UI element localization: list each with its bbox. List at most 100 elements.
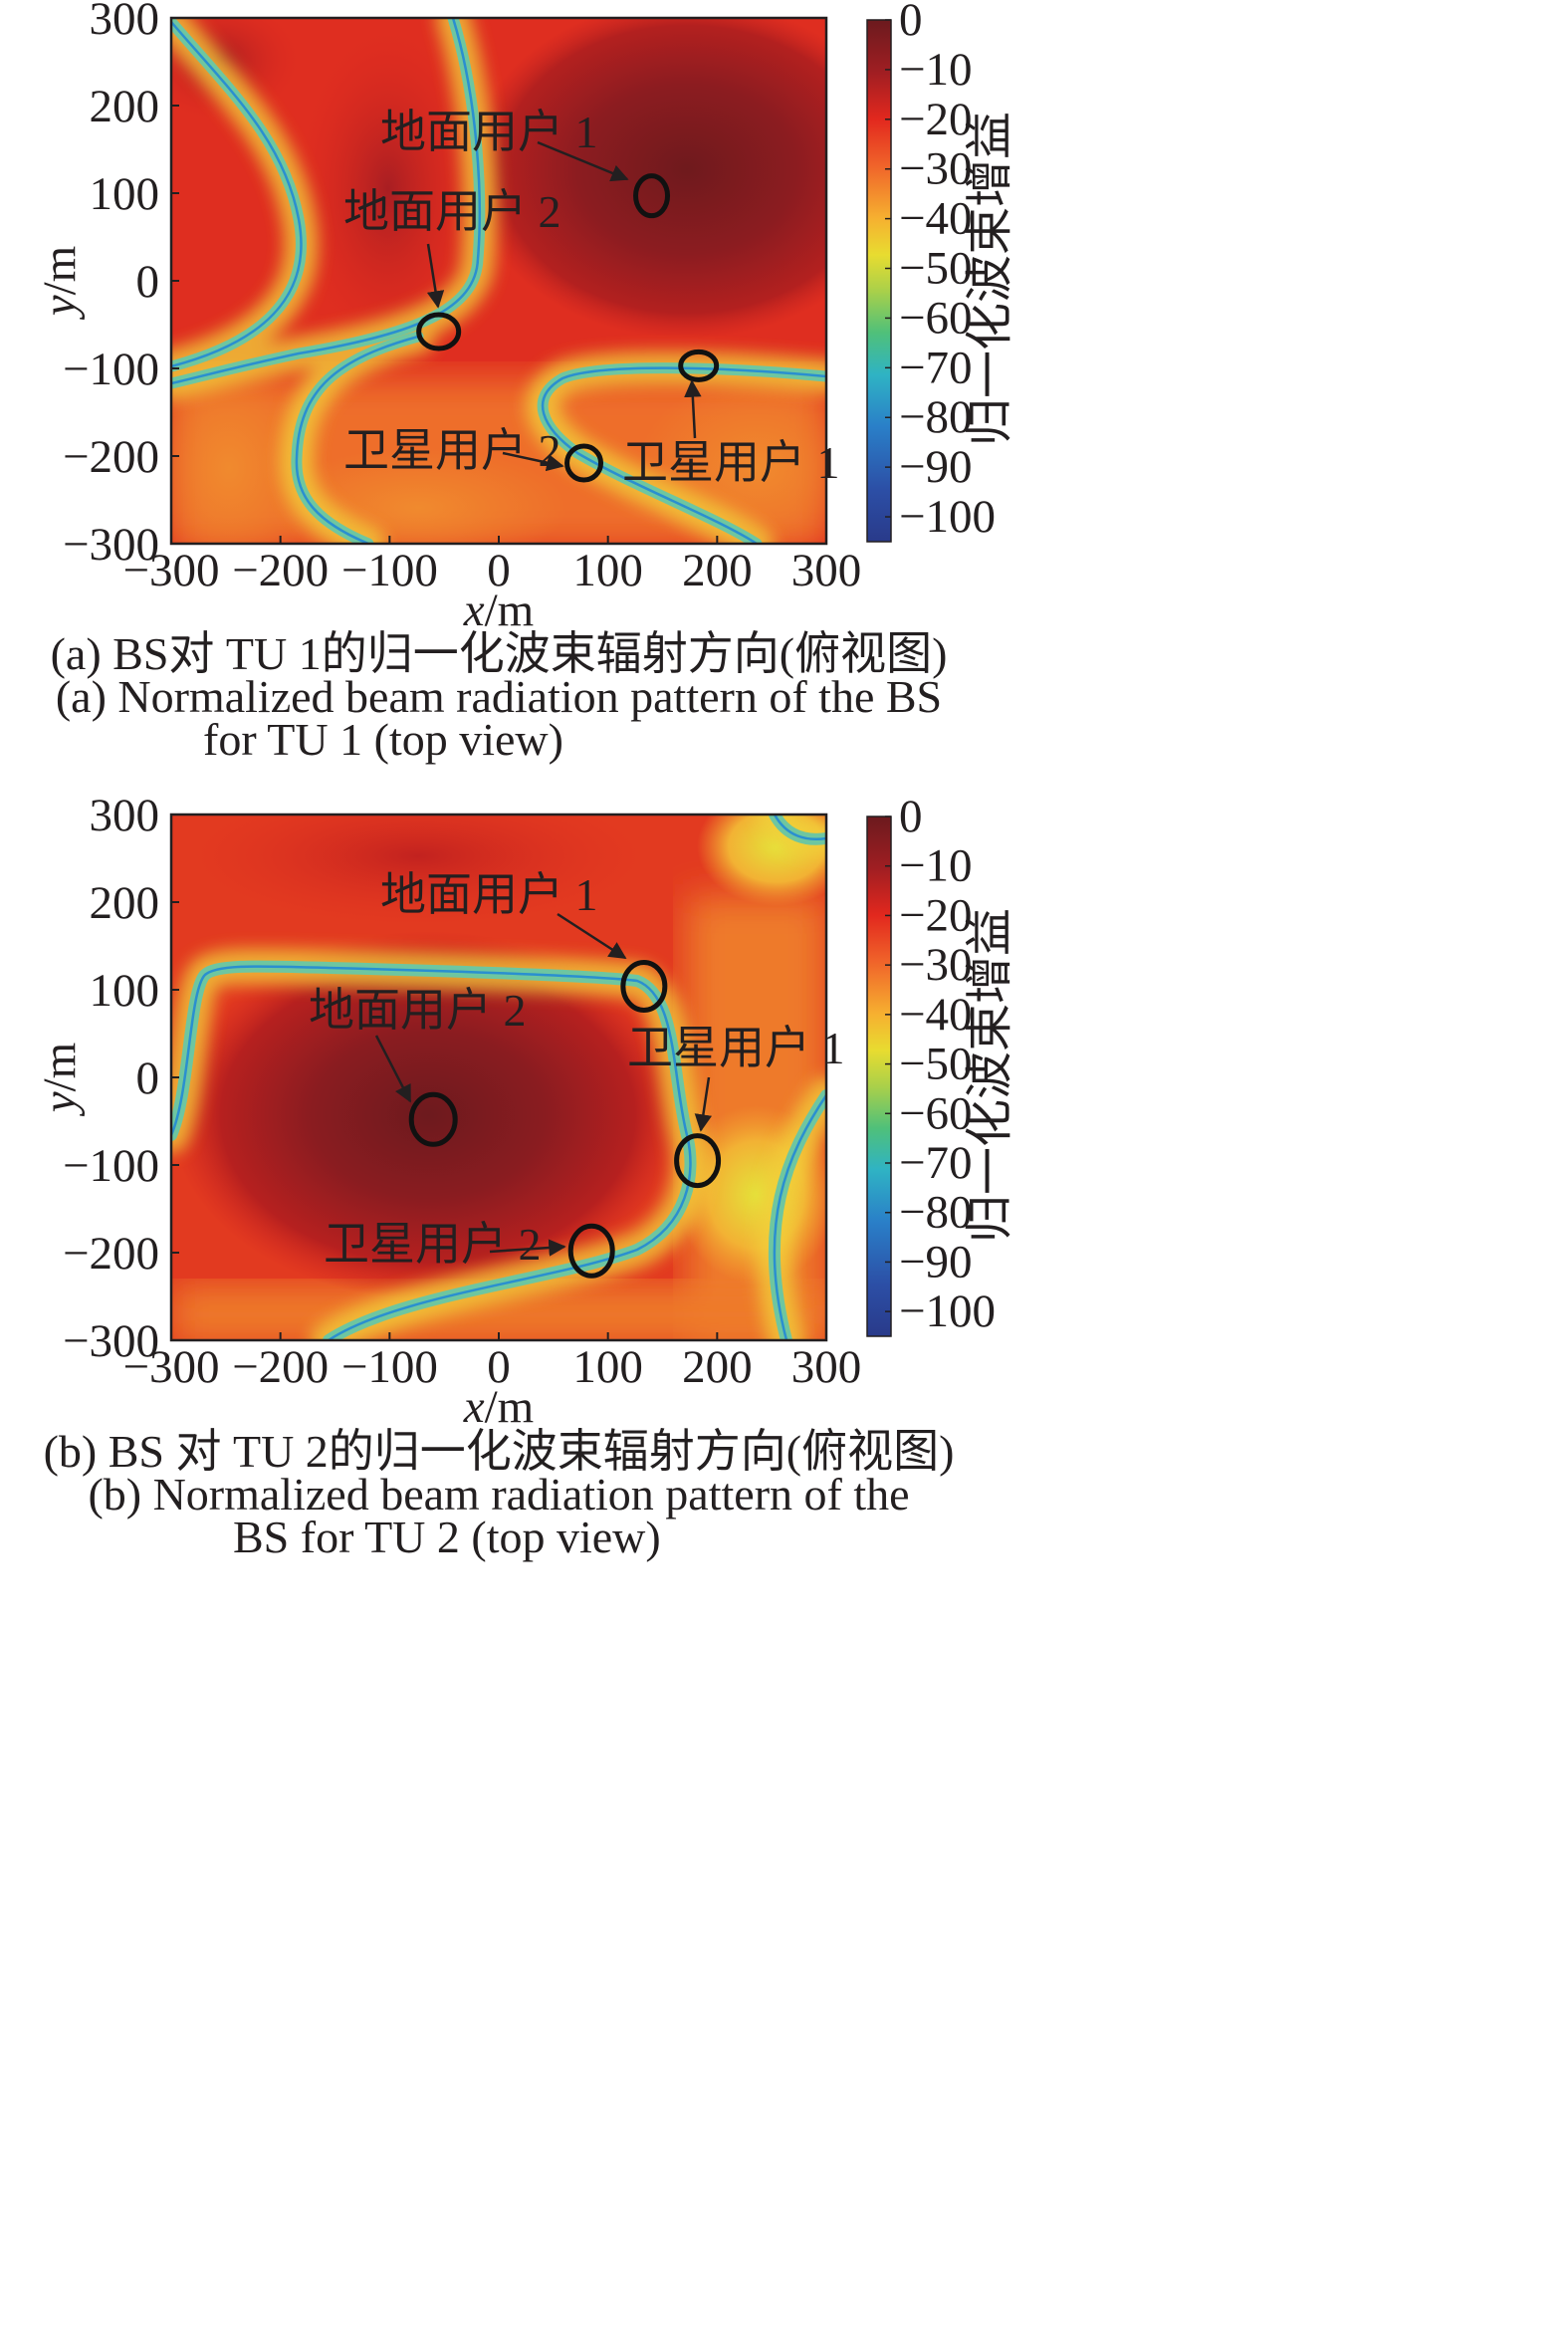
x-tick-label: 200 bbox=[682, 1341, 753, 1393]
x-axis-label-b: x/m bbox=[463, 1381, 535, 1433]
caption-b: (b) BS 对 TU 2的归一化波束辐射方向(俯视图) (b) Normali… bbox=[44, 1426, 955, 1562]
annotation-ground-user-2: 地面用户 2 bbox=[309, 985, 527, 1036]
caption-a-en-1: (a) Normalized beam radiation pattern of… bbox=[56, 671, 942, 722]
panel-b: −300 −200 −100 0 100 200 3003002001000−100−200… bbox=[34, 790, 1016, 1562]
y-axis-label-b: y/m bbox=[34, 1043, 86, 1117]
marker-satellite-user-2 bbox=[567, 1223, 615, 1279]
colorbar-tick-label: −10 bbox=[899, 44, 973, 96]
colorbar-bar-b bbox=[866, 816, 892, 1337]
annotation-ground-user-1: 地面用户 1 bbox=[380, 869, 598, 920]
colorbar-tick-label: −90 bbox=[899, 1236, 973, 1287]
colorbar-tick-label: −80 bbox=[899, 391, 973, 443]
colorbar-a: 0−10−20−30−40−50−60−70−80−90−100 归一化波束增益 bbox=[866, 0, 1016, 543]
arrow-ground-user-2 bbox=[426, 243, 445, 309]
colorbar-tick-label: −60 bbox=[899, 1087, 973, 1139]
x-tick-label: 200 bbox=[682, 545, 753, 596]
caption-a: (a) BS对 TU 1的归一化波束辐射方向(俯视图) (a) Normaliz… bbox=[51, 628, 948, 765]
arrow-satellite-user-1 bbox=[684, 379, 702, 439]
colorbar-tick-label: −30 bbox=[899, 939, 973, 991]
marker-ground-user-1 bbox=[633, 173, 671, 219]
caption-b-en-1: (b) Normalized beam radiation pattern of… bbox=[88, 1469, 909, 1519]
arrow-ground-user-2 bbox=[374, 1035, 412, 1103]
colorbar-bar-a bbox=[866, 19, 892, 543]
ticks-b: −300 −200 −100 0 100 200 3003002001000−100−200… bbox=[63, 790, 861, 1393]
x-tick-label: 300 bbox=[791, 545, 862, 596]
x-tick-label: 300 bbox=[791, 1341, 862, 1393]
arrow-satellite-user-2 bbox=[502, 451, 564, 472]
arrow-satellite-user-1 bbox=[694, 1076, 713, 1132]
ticks-a: −300 −200 −100 0 100 200 3003002001000−100−200… bbox=[63, 0, 861, 596]
x-tick-label: −100 bbox=[341, 545, 438, 596]
axis-labels-b: x/m y/m bbox=[34, 1043, 534, 1433]
annotation-satellite-user-1: 卫星用户 1 bbox=[627, 1023, 845, 1073]
colorbar-tick-label: −70 bbox=[899, 342, 973, 393]
x-tick-label: 0 bbox=[487, 545, 511, 596]
annotation-ground-user-1: 地面用户 1 bbox=[380, 107, 598, 157]
marker-ground-user-1 bbox=[620, 959, 668, 1013]
axis-labels-a: x/m y/m bbox=[34, 246, 534, 636]
y-tick-label: −200 bbox=[63, 431, 159, 483]
y-tick-label: 100 bbox=[90, 965, 160, 1017]
y-axis-label-a: y/m bbox=[34, 246, 86, 321]
x-tick-label: −200 bbox=[232, 1341, 329, 1393]
y-tick-label: 0 bbox=[136, 1052, 160, 1104]
colorbar-tick-label: −100 bbox=[899, 1285, 996, 1337]
colorbar-tick-label: −40 bbox=[899, 193, 973, 245]
caption-b-en-2: BS for TU 2 (top view) bbox=[233, 1512, 661, 1562]
y-tick-label: −300 bbox=[63, 519, 159, 571]
caption-a-cn: (a) BS对 TU 1的归一化波束辐射方向(俯视图) bbox=[51, 628, 948, 679]
x-tick-label: 0 bbox=[487, 1341, 511, 1393]
colorbar-tick-label: −60 bbox=[899, 292, 973, 344]
x-tick-label: −300 bbox=[122, 545, 219, 596]
x-tick-label: −300 bbox=[122, 1341, 219, 1393]
colorbar-ticks-a: 0−10−20−30−40−50−60−70−80−90−100 bbox=[885, 0, 996, 543]
colorbar-tick-label: −100 bbox=[899, 491, 996, 543]
annotations-b: 地面用户 1 地面用户 2 卫星用户 1 卫星用户 2 bbox=[309, 869, 845, 1270]
colorbar-tick-label: −40 bbox=[899, 989, 973, 1041]
x-tick-label: 100 bbox=[572, 545, 643, 596]
heatmap-a bbox=[171, 18, 826, 544]
annotations-a: 地面用户 1 地面用户 2 卫星用户 2 卫星用户 1 bbox=[343, 107, 840, 488]
colorbar-ticks-b: 0−10−20−30−40−50−60−70−80−90−100 bbox=[885, 791, 996, 1337]
y-tick-label: −100 bbox=[63, 344, 159, 395]
y-tick-label: −100 bbox=[63, 1140, 159, 1192]
marker-ground-user-2 bbox=[408, 1091, 458, 1147]
colorbar-label-a: 归一化波束增益 bbox=[964, 112, 1016, 446]
colorbar-label-b: 归一化波束增益 bbox=[964, 908, 1016, 1243]
x-tick-label: 100 bbox=[572, 1341, 643, 1393]
x-tick-label: −100 bbox=[341, 1341, 438, 1393]
colorbar-tick-label: −70 bbox=[899, 1137, 973, 1189]
markers-b bbox=[408, 959, 722, 1279]
panel-a: −300 −200 −100 0 100 200 3003002001000−100−200… bbox=[34, 0, 1016, 765]
y-tick-label: 100 bbox=[90, 168, 160, 220]
arrow-ground-user-1 bbox=[537, 140, 629, 182]
marker-satellite-user-2 bbox=[564, 443, 604, 483]
marker-satellite-user-1 bbox=[674, 1133, 722, 1189]
colorbar-b: 0−10−20−30−40−50−60−70−80−90−100 归一化波束增益 bbox=[866, 791, 1016, 1337]
arrow-satellite-user-2 bbox=[489, 1239, 566, 1257]
colorbar-tick-label: 0 bbox=[899, 791, 923, 842]
colorbar-tick-label: −30 bbox=[899, 143, 973, 195]
y-tick-label: −300 bbox=[63, 1315, 159, 1367]
colorbar-tick-label: −20 bbox=[899, 889, 973, 941]
caption-b-cn: (b) BS 对 TU 2的归一化波束辐射方向(俯视图) bbox=[44, 1426, 955, 1477]
marker-ground-user-2 bbox=[416, 312, 462, 351]
colorbar-tick-label: −80 bbox=[899, 1187, 973, 1239]
markers-a bbox=[416, 173, 720, 483]
colorbar-tick-label: −50 bbox=[899, 243, 973, 295]
y-tick-label: −200 bbox=[63, 1228, 159, 1280]
colorbar-tick-label: −50 bbox=[899, 1039, 973, 1090]
annotation-satellite-user-2: 卫星用户 2 bbox=[324, 1219, 542, 1270]
y-tick-label: 200 bbox=[90, 81, 160, 132]
y-tick-label: 300 bbox=[90, 790, 160, 841]
annotation-satellite-user-2: 卫星用户 2 bbox=[343, 425, 561, 476]
colorbar-tick-label: −20 bbox=[899, 94, 973, 145]
annotation-satellite-user-1: 卫星用户 1 bbox=[622, 437, 840, 488]
colorbar-tick-label: −90 bbox=[899, 441, 973, 493]
arrow-ground-user-1 bbox=[557, 912, 627, 960]
caption-a-en-2: for TU 1 (top view) bbox=[203, 714, 563, 765]
colorbar-tick-label: −10 bbox=[899, 840, 973, 892]
y-tick-label: 0 bbox=[136, 256, 160, 308]
y-tick-label: 200 bbox=[90, 877, 160, 929]
